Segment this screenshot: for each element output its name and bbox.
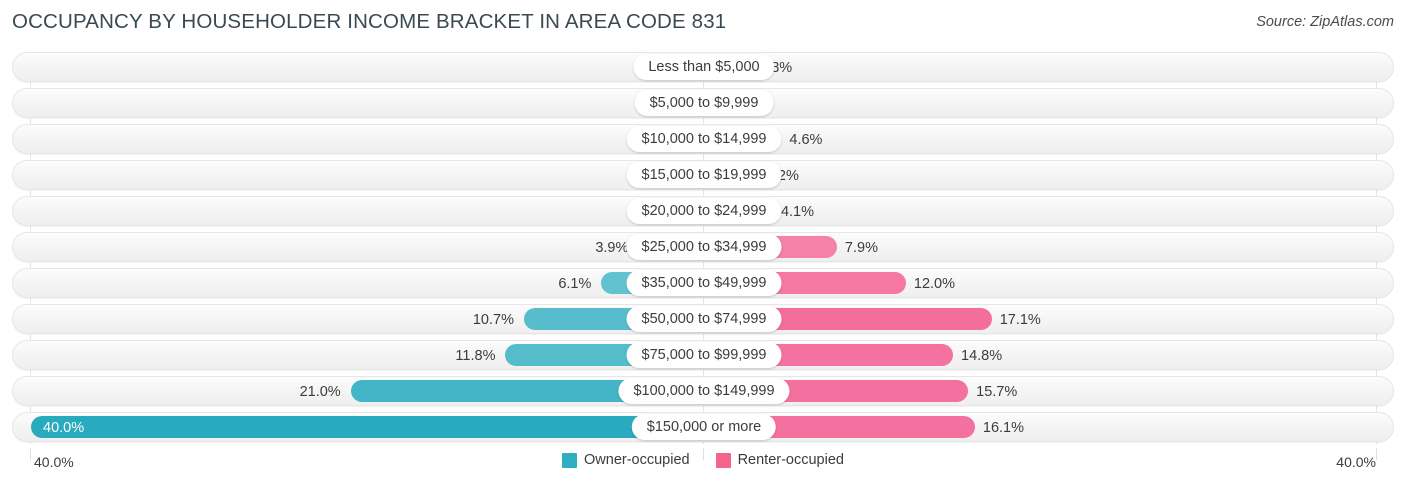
- category-label: Less than $5,000: [633, 54, 775, 80]
- value-label-renter-occupied: 4.6%: [789, 132, 823, 148]
- legend-swatch-icon: [715, 452, 731, 468]
- category-label: $10,000 to $14,999: [626, 126, 782, 152]
- chart-header: OCCUPANCY BY HOUSEHOLDER INCOME BRACKET …: [0, 0, 1406, 44]
- category-label: $150,000 or more: [631, 414, 777, 440]
- value-label-renter-occupied: 16.1%: [982, 420, 1024, 436]
- row-inner: 6.1% 12.0% $35,000 to $49,999: [13, 269, 1393, 297]
- table-row[interactable]: 1.7%4.1%$20,000 to $24,999: [12, 196, 1394, 226]
- axis-label-right: 40.0%: [1336, 454, 1376, 470]
- table-row[interactable]: 21.0% 15.7% $100,000 to $149,999: [12, 376, 1394, 406]
- row-inner: 40.0% 16.1% $150,000 or more: [13, 413, 1393, 441]
- row-inner: 3.9% 7.9% $25,000 to $34,999: [13, 233, 1393, 261]
- table-row[interactable]: 1.4%2.8%Less than $5,000: [12, 52, 1394, 82]
- table-row[interactable]: 0.81%1.7%$5,000 to $9,999: [12, 88, 1394, 118]
- row-inner: 1.6%3.2%$15,000 to $19,999: [13, 161, 1393, 189]
- table-row[interactable]: 3.9% 7.9% $25,000 to $34,999: [12, 232, 1394, 262]
- value-label-renter-occupied: 7.9%: [844, 240, 878, 256]
- page-title: OCCUPANCY BY HOUSEHOLDER INCOME BRACKET …: [12, 10, 727, 33]
- axis-label-left: 40.0%: [34, 454, 74, 470]
- axis-tick-left: [30, 448, 31, 460]
- value-label-owner-occupied: 6.1%: [558, 276, 592, 292]
- legend-swatch-icon: [562, 452, 577, 468]
- row-inner: 21.0% 15.7% $100,000 to $149,999: [13, 377, 1393, 405]
- axis-tick-center: [703, 448, 704, 460]
- legend-label: Renter-occupied: [737, 452, 844, 468]
- legend-item-owner-occupied[interactable]: Owner-occupied: [562, 452, 690, 468]
- category-label: $75,000 to $99,999: [626, 342, 782, 368]
- chart-legend: Owner-occupied Renter-occupied: [0, 452, 1406, 468]
- category-label: $35,000 to $49,999: [626, 270, 782, 296]
- value-label-renter-occupied: 17.1%: [999, 312, 1041, 328]
- value-label-renter-occupied: 4.1%: [780, 204, 815, 220]
- category-label: $5,000 to $9,999: [634, 90, 774, 116]
- value-label-owner-occupied: 11.8%: [455, 348, 496, 364]
- table-row[interactable]: 40.0% 16.1% $150,000 or more: [12, 412, 1394, 442]
- bar-owner-occupied[interactable]: [350, 380, 704, 402]
- row-inner: 1.7%4.1%$20,000 to $24,999: [13, 197, 1393, 225]
- value-label-renter-occupied: 15.7%: [976, 384, 1018, 400]
- bar-owner-occupied[interactable]: [31, 416, 704, 438]
- category-label: $100,000 to $149,999: [618, 378, 790, 404]
- category-label: $50,000 to $74,999: [626, 306, 782, 332]
- value-label-owner-occupied: 3.9%: [595, 240, 629, 256]
- value-label-owner-occupied: 21.0%: [299, 384, 341, 400]
- category-label: $20,000 to $24,999: [626, 198, 782, 224]
- table-row[interactable]: 6.1% 12.0% $35,000 to $49,999: [12, 268, 1394, 298]
- legend-item-renter-occupied[interactable]: Renter-occupied: [715, 452, 844, 468]
- row-inner: 0.81%1.7%$5,000 to $9,999: [13, 89, 1393, 117]
- row-inner: 10.7% 17.1% $50,000 to $74,999: [13, 305, 1393, 333]
- chart-footer: 40.0% 40.0% Owner-occupied Renter-occupie…: [0, 448, 1406, 487]
- category-label: $25,000 to $34,999: [626, 234, 782, 260]
- value-label-owner-occupied: 10.7%: [472, 312, 514, 328]
- row-inner: 1.2%4.6%$10,000 to $14,999: [13, 125, 1393, 153]
- table-row[interactable]: 1.2%4.6%$10,000 to $14,999: [12, 124, 1394, 154]
- category-label: $15,000 to $19,999: [626, 162, 782, 188]
- value-label-renter-occupied: 12.0%: [913, 276, 956, 292]
- table-row[interactable]: 10.7% 17.1% $50,000 to $74,999: [12, 304, 1394, 334]
- value-label-renter-occupied: 14.8%: [961, 348, 1003, 364]
- row-inner: 1.4%2.8%Less than $5,000: [13, 53, 1393, 81]
- value-label-owner-occupied: 40.0%: [43, 420, 85, 436]
- source-attribution: Source: ZipAtlas.com: [1256, 14, 1394, 30]
- table-row[interactable]: 1.6%3.2%$15,000 to $19,999: [12, 160, 1394, 190]
- row-inner: 11.8% 14.8% $75,000 to $99,999: [13, 341, 1393, 369]
- diverging-bar-chart: 1.4%2.8%Less than $5,000 0.81%1.7%$5,000 …: [0, 52, 1406, 444]
- legend-label: Owner-occupied: [584, 452, 690, 468]
- table-row[interactable]: 11.8% 14.8% $75,000 to $99,999: [12, 340, 1394, 370]
- axis-tick-right: [1376, 448, 1377, 460]
